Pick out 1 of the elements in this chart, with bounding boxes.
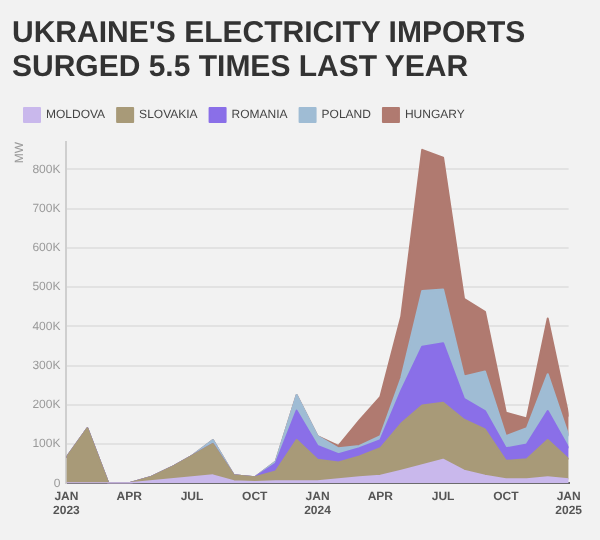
chart-title: UKRAINE'S ELECTRICITY IMPORTS SURGED 5.5 TIMES LAST YEAR: [12, 16, 528, 84]
